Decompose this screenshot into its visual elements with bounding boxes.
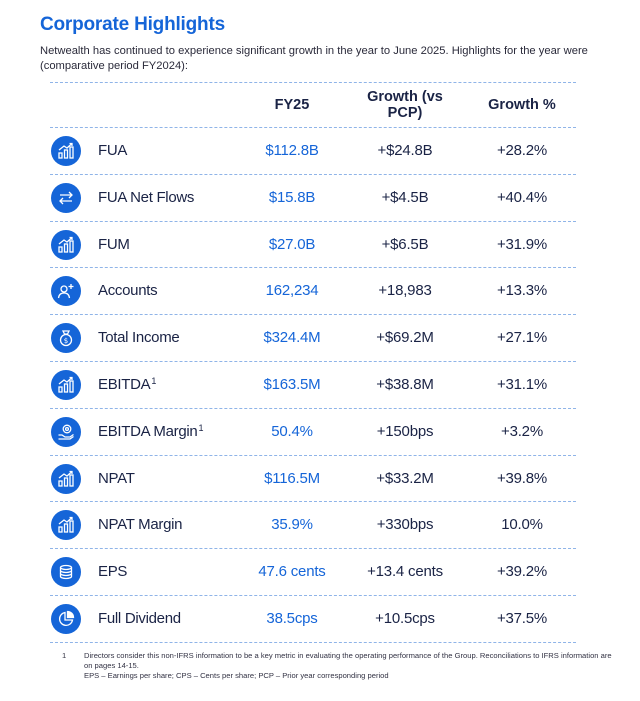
growth-value: +$38.8M [376,375,434,393]
metric-name: FUA [98,142,128,159]
header-fy25: FY25 [274,97,310,113]
metric-name: FUM [98,235,130,253]
growth-value: +150bps [376,422,434,440]
row-label-fua: FUA [98,128,127,173]
fy25-value: $27.0B [268,235,316,253]
row-label-accounts: Accounts [98,268,158,313]
table-row: $ Total Income $324.4M +$69.2M +27.1% [50,315,576,362]
table-header: FY25 Growth (vs PCP) Growth % [50,82,576,128]
fy25-value: $112.8B [265,142,319,159]
growth-value: +$24.8B [377,142,433,159]
footnote: 1 Directors consider this non-IFRS infor… [62,651,622,681]
footnote-ref: 1 [151,376,157,387]
metric-name: Full Dividend [98,609,181,627]
bar-chart-growth-icon [51,463,81,494]
metric-name: Accounts [98,282,158,300]
table-row: FUA Net Flows $15.8B +$4.5B +40.4% [50,175,576,222]
page-title: Corporate Highlights [40,14,225,35]
hand-gear-icon [51,416,81,447]
footnote-ref: 1 [198,423,204,434]
svg-text:$: $ [64,337,68,345]
fy25-value: 50.4% [271,422,313,440]
row-label-eps: EPS [98,549,127,594]
bar-chart-growth-icon [51,510,81,541]
metric-name: FUA Net Flows [98,188,195,206]
highlights-table: FY25 Growth (vs PCP) Growth % FUA $112.8B… [50,82,576,643]
row-label-ebitda: EBITDA 1 [98,362,156,407]
footnote-abbreviations: EPS – Earnings per share; CPS – Cents pe… [84,671,389,680]
coin-stack-icon [51,557,81,588]
growth-pct: +28.2% [496,142,548,159]
row-label-ebitda-margin: EBITDA Margin 1 [98,409,203,454]
table-row: NPAT Margin 35.9% +330bps 10.0% [50,502,576,550]
fy25-value: $324.4M [263,329,321,347]
growth-pct: 10.0% [501,516,543,534]
growth-pct: +37.5% [496,609,548,627]
growth-pct: +31.1% [496,375,548,393]
growth-value: +$6.5B [381,235,429,253]
growth-pct: +40.4% [496,188,548,206]
table-row: Full Dividend 38.5cps +10.5cps +37.5% [50,596,576,643]
metric-name: Total Income [98,329,180,347]
fy25-value: 162,234 [265,282,319,300]
growth-pct: +27.1% [496,329,548,347]
growth-pct: +39.8% [496,469,548,487]
fy25-value: 47.6 cents [258,563,326,581]
header-growth-pct: Growth % [488,97,556,113]
growth-value: +$33.2M [376,469,434,487]
row-label-fua-net-flows: FUA Net Flows [98,175,194,220]
add-user-icon [51,276,81,307]
table-row: FUA $112.8B +$24.8B +28.2% [50,128,576,175]
metric-name: EBITDA [98,375,151,393]
row-label-npat-margin: NPAT Margin [98,502,183,547]
table-row: EBITDA 1 $163.5M +$38.8M +31.1% [50,362,576,409]
fy25-value: $163.5M [263,375,321,393]
row-label-full-dividend: Full Dividend [98,596,181,641]
growth-value: +330bps [376,516,434,534]
growth-value: +13.4 cents [367,563,443,581]
growth-pct: +31.9% [496,235,548,253]
metric-name: NPAT [98,469,135,487]
footnote-text: Directors consider this non-IFRS informa… [84,651,612,670]
table-row: FUM $27.0B +$6.5B +31.9% [50,222,576,269]
table-row: NPAT $116.5M +$33.2M +39.8% [50,456,576,503]
money-bag-icon: $ [51,323,81,354]
growth-pct: +3.2% [501,422,543,440]
swap-arrows-icon [51,182,81,213]
fy25-value: $15.8B [268,188,316,206]
growth-value: +$69.2M [376,329,434,347]
fy25-value: $116.5M [264,469,320,487]
bar-chart-growth-icon [51,369,81,400]
growth-value: +10.5cps [375,609,435,627]
fy25-value: 35.9% [271,516,313,534]
growth-pct: +39.2% [496,563,548,581]
bar-chart-growth-icon [51,229,81,260]
metric-name: EBITDA Margin [98,422,198,440]
table-row: EBITDA Margin 1 50.4% +150bps +3.2% [50,409,576,456]
footnote-number: 1 [62,651,67,660]
growth-value: +18,983 [378,282,432,300]
growth-pct: +13.3% [496,282,548,300]
growth-value: +$4.5B [381,188,429,206]
row-label-npat: NPAT [98,456,135,501]
table-row: Accounts 162,234 +18,983 +13.3% [50,268,576,316]
pie-chart-icon [51,603,81,634]
header-growth-value: Growth (vs PCP) [367,89,443,121]
bar-chart-growth-icon [51,136,81,166]
intro-text: Netwealth has continued to experience si… [40,45,588,72]
fy25-value: 38.5cps [266,609,318,627]
table-body: FUA $112.8B +$24.8B +28.2% FUA Net Flows $15.… [50,128,576,643]
table-row: EPS 47.6 cents +13.4 cents +39.2% [50,549,576,596]
row-label-total-income: Total Income [98,315,180,360]
metric-name: NPAT Margin [98,516,183,534]
row-label-fum: FUM [98,222,130,267]
metric-name: EPS [98,563,128,581]
